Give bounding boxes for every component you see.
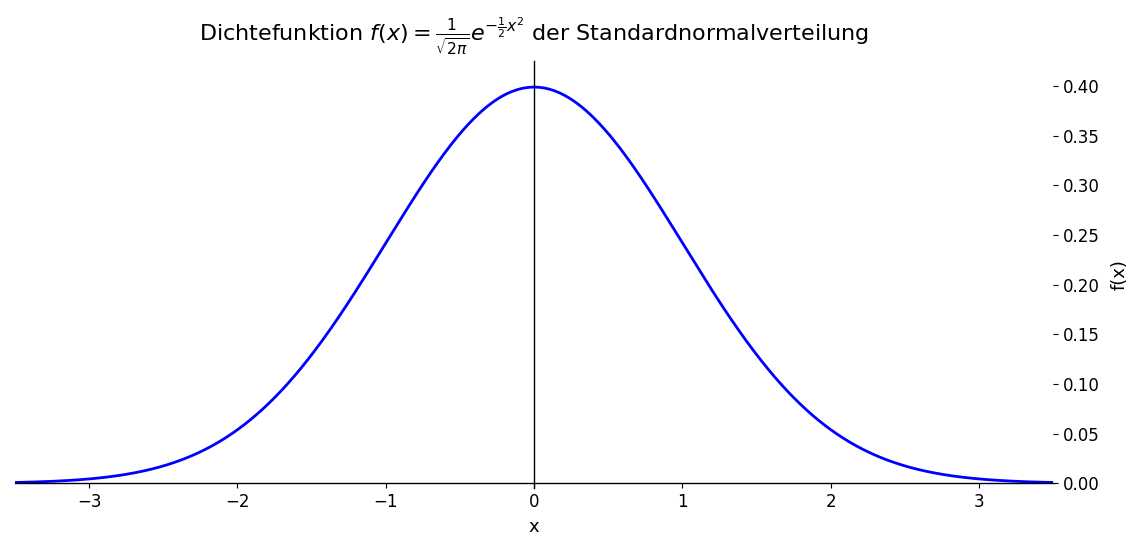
X-axis label: x: x	[529, 518, 540, 536]
Y-axis label: f(x): f(x)	[1111, 260, 1129, 290]
Title: Dichtefunktion $f(x) = \frac{1}{\sqrt{2\pi}}e^{-\frac{1}{2}x^2}$ der Standardnor: Dichtefunktion $f(x) = \frac{1}{\sqrt{2\…	[199, 15, 869, 57]
